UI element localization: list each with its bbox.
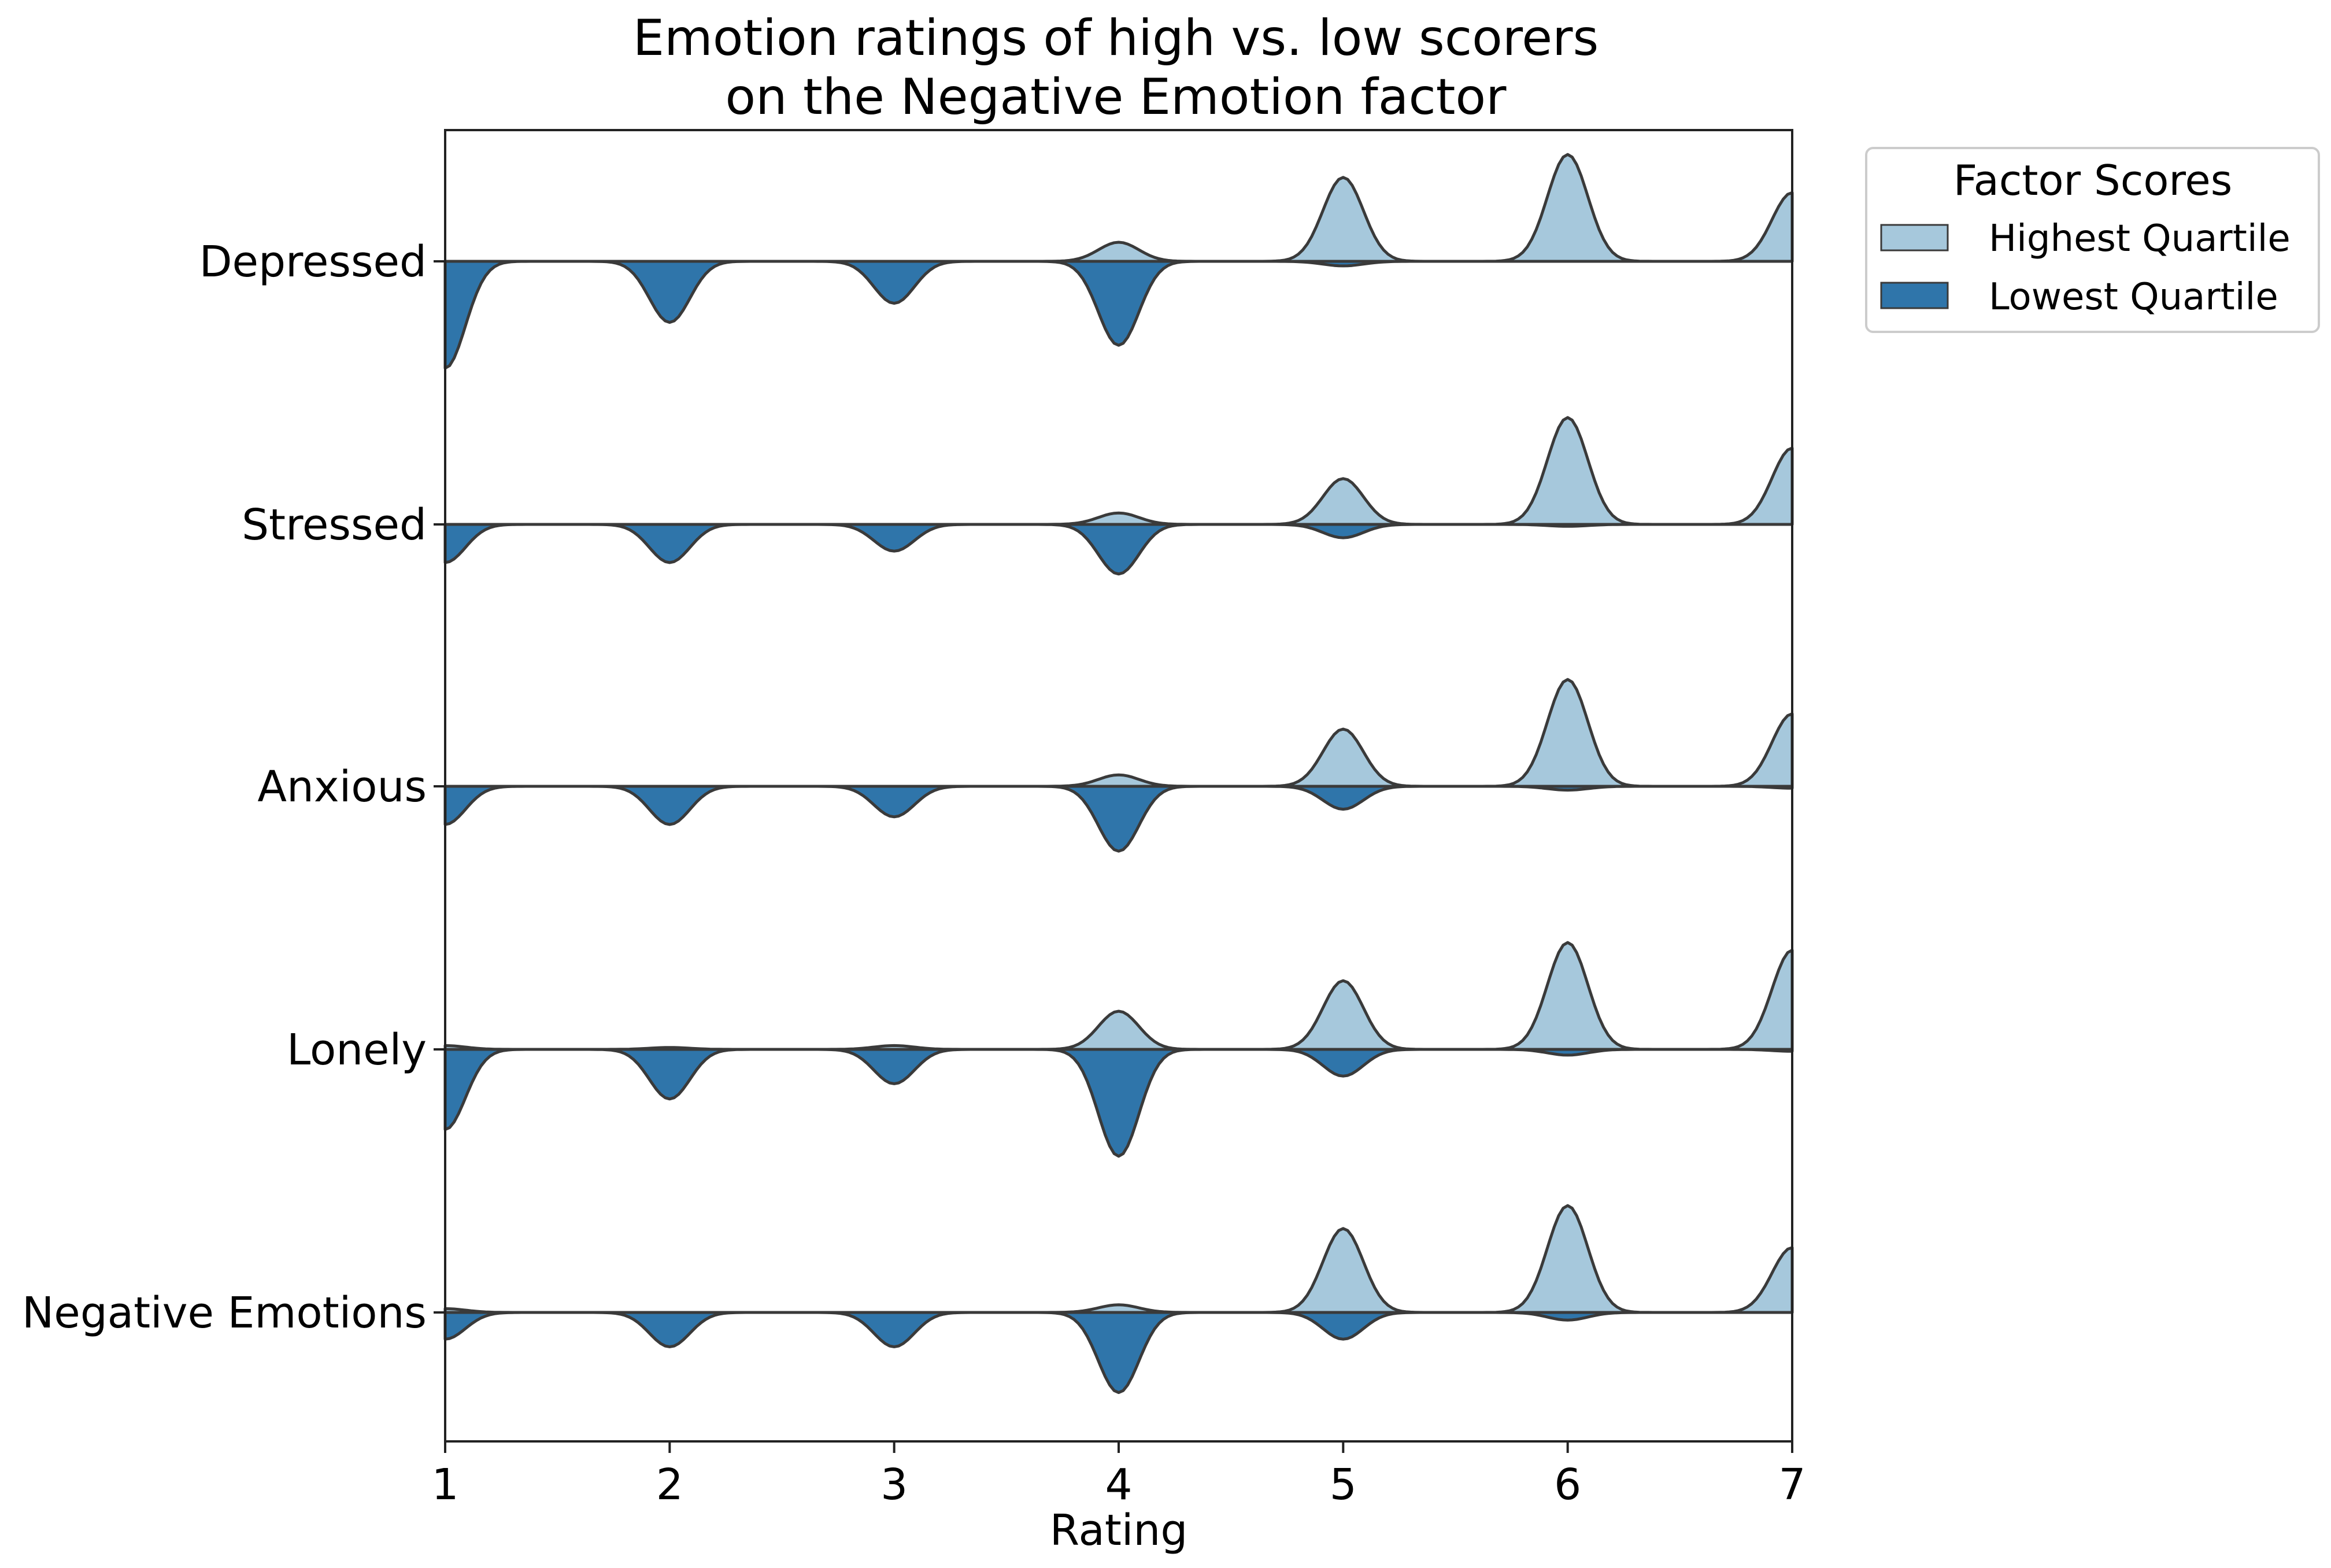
x-tick-label-2: 2 (656, 1460, 683, 1510)
x-axis-label: Rating (1050, 1506, 1188, 1555)
legend-label-lowest-quartile: Lowest Quartile (1989, 276, 2278, 319)
x-axis: 1 2 3 4 5 6 7 (431, 1441, 1806, 1510)
plot-area (443, 153, 1794, 1395)
x-tick-label-1: 1 (431, 1460, 458, 1510)
x-tick-label-5: 5 (1330, 1460, 1357, 1510)
x-tick-label-4: 4 (1105, 1460, 1132, 1510)
legend-title: Factor Scores (1953, 156, 2232, 205)
x-tick-label-6: 6 (1554, 1460, 1581, 1510)
y-tick-label-negative-emotions: Negative Emotions (22, 1288, 427, 1338)
violin-stressed-lowest-quartile (443, 523, 1794, 576)
y-tick-label-stressed: Stressed (242, 500, 427, 550)
legend: Factor Scores Highest Quartile Lowest Qu… (1865, 147, 2320, 333)
violin-negative-emotions-lowest-quartile (443, 1311, 1794, 1395)
y-axis: Depressed Stressed Anxious Lonely Negative E… (22, 237, 445, 1338)
chart-title-line-2: on the Negative Emotion factor (726, 68, 1507, 126)
y-tick-label-depressed: Depressed (199, 237, 427, 287)
chart-title-line-1: Emotion ratings of high vs. low scorers (633, 9, 1599, 67)
violin-negative-emotions-highest-quartile (443, 1204, 1794, 1314)
legend-swatch-highest-quartile (1880, 224, 1949, 252)
y-tick-label-anxious: Anxious (257, 762, 427, 812)
legend-frame (1865, 147, 2320, 333)
x-tick-label-3: 3 (880, 1460, 908, 1510)
violin-anxious-lowest-quartile (443, 785, 1794, 853)
legend-swatch-lowest-quartile (1880, 282, 1949, 309)
x-tick-label-7: 7 (1778, 1460, 1805, 1510)
violin-lonely-lowest-quartile (443, 1048, 1794, 1158)
violin-stressed-highest-quartile (443, 416, 1794, 526)
y-tick-label-lonely: Lonely (287, 1025, 427, 1075)
violin-anxious-highest-quartile (443, 678, 1794, 788)
violin-depressed-lowest-quartile (443, 260, 1794, 370)
violin-depressed-highest-quartile (443, 153, 1794, 263)
legend-label-highest-quartile: Highest Quartile (1989, 217, 2291, 260)
violin-lonely-highest-quartile (443, 941, 1794, 1051)
